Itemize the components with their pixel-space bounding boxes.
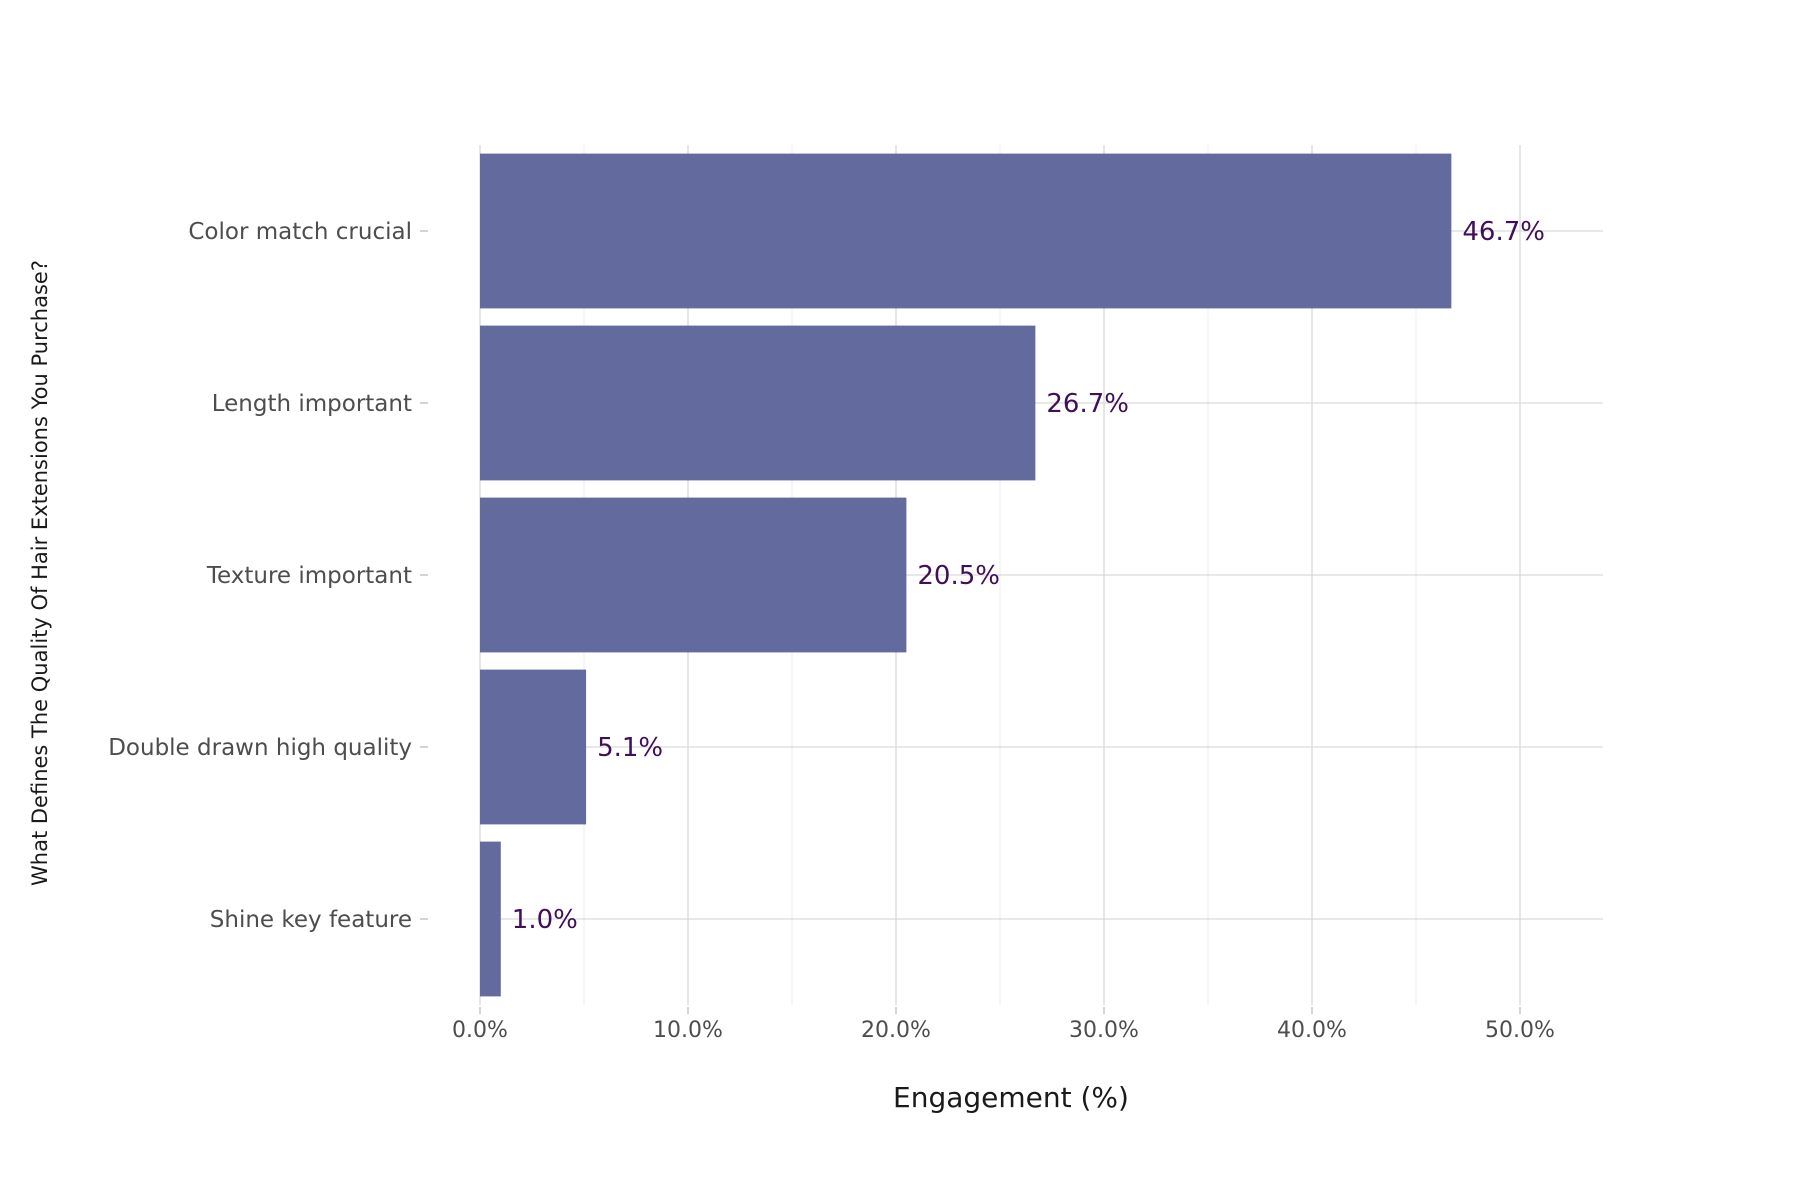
value-labels: 46.7% 26.7% 20.5% 5.1% 1.0%: [512, 217, 1545, 935]
bar: [480, 669, 587, 825]
value-label: 5.1%: [597, 733, 663, 763]
y-tick-label: Length important: [212, 391, 412, 417]
bars: [480, 153, 1452, 997]
value-label: 26.7%: [1046, 389, 1129, 419]
x-tick-label: 40.0%: [1277, 1018, 1347, 1043]
bar: [480, 153, 1452, 309]
value-label: 20.5%: [917, 561, 1000, 591]
bar: [480, 325, 1036, 481]
y-tick-label: Double drawn high quality: [108, 735, 412, 761]
y-tick-label: Texture important: [206, 563, 412, 589]
x-tick-label: 50.0%: [1485, 1018, 1555, 1043]
x-tick-label: 30.0%: [1069, 1018, 1139, 1043]
bar: [480, 841, 501, 997]
y-tick-label: Shine key feature: [210, 907, 412, 933]
y-tick-label: Color match crucial: [188, 219, 412, 245]
x-axis: 0.0% 10.0% 20.0% 30.0% 40.0% 50.0%: [452, 1007, 1555, 1043]
x-tick-label: 20.0%: [861, 1018, 931, 1043]
x-axis-title: Engagement (%): [893, 1081, 1129, 1114]
y-axis: Color match crucial Length important Textu…: [108, 219, 428, 933]
bar: [480, 497, 907, 653]
y-axis-title: What Defines The Quality Of Hair Extensi…: [28, 260, 52, 886]
value-label: 1.0%: [512, 905, 578, 935]
x-tick-label: 10.0%: [653, 1018, 723, 1043]
value-label: 46.7%: [1462, 217, 1545, 247]
x-tick-label: 0.0%: [452, 1018, 508, 1043]
